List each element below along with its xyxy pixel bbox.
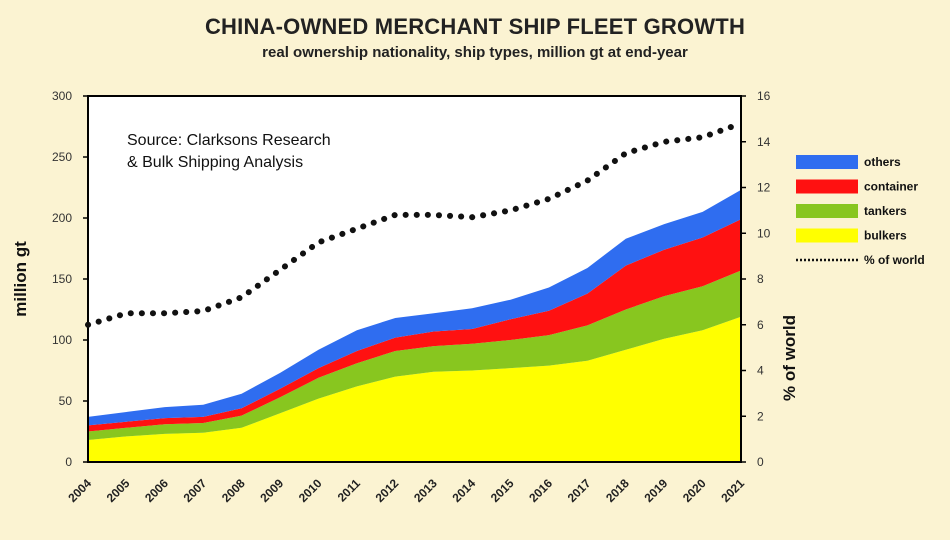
x-tick-label: 2015 — [488, 476, 517, 505]
legend-label: tankers — [864, 204, 907, 218]
legend-swatch-container — [796, 179, 858, 194]
y-tick-label: 0 — [65, 455, 72, 469]
y-tick-label: 150 — [52, 272, 72, 286]
y2-tick-label: 12 — [757, 181, 771, 195]
area-bulkers — [88, 316, 741, 462]
legend-label: container — [864, 180, 918, 194]
x-tick-label: 2012 — [373, 476, 402, 505]
x-tick-label: 2021 — [718, 476, 747, 505]
x-tick-label: 2017 — [565, 476, 594, 505]
source-annotation: & Bulk Shipping Analysis — [127, 154, 303, 171]
x-tick-label: 2016 — [526, 476, 555, 505]
x-tick-label: 2019 — [642, 476, 671, 505]
y-tick-label: 300 — [52, 89, 72, 103]
legend-label: bulkers — [864, 229, 907, 243]
y2-tick-label: 16 — [757, 89, 771, 103]
y2-tick-label: 0 — [757, 455, 764, 469]
y2-axis-label: % of world — [780, 315, 799, 401]
y2-tick-label: 14 — [757, 135, 771, 149]
x-tick-label: 2007 — [181, 476, 210, 505]
line-pct-of-world — [85, 120, 744, 328]
area-tankers — [88, 270, 741, 440]
x-tick-label: 2008 — [219, 476, 248, 505]
x-tick-label: 2010 — [296, 476, 325, 505]
y2-tick-label: 8 — [757, 272, 764, 286]
x-tick-label: 2018 — [603, 476, 632, 505]
y-tick-label: 100 — [52, 333, 72, 347]
x-tick-label: 2009 — [257, 476, 286, 505]
x-tick-label: 2013 — [411, 476, 440, 505]
legend-swatch-bulkers — [796, 228, 858, 243]
y2-tick-label: 2 — [757, 409, 764, 423]
x-tick-label: 2004 — [65, 476, 94, 505]
x-tick-label: 2020 — [680, 476, 709, 505]
y-tick-label: 200 — [52, 211, 72, 225]
legend-label: others — [864, 155, 901, 169]
legend-label: % of world — [864, 253, 925, 267]
x-tick-label: 2011 — [335, 476, 364, 505]
x-tick-label: 2006 — [142, 476, 171, 505]
legend-swatch-tankers — [796, 204, 858, 218]
chart-subtitle: real ownership nationality, ship types, … — [262, 44, 688, 61]
source-annotation: Source: Clarksons Research — [127, 132, 331, 149]
y-axis-label: million gt — [11, 241, 30, 317]
x-tick-label: 2005 — [104, 476, 133, 505]
y2-tick-label: 10 — [757, 226, 771, 240]
x-tick-label: 2014 — [449, 476, 478, 505]
y-tick-label: 50 — [59, 394, 73, 408]
y2-tick-label: 4 — [757, 364, 764, 378]
chart-title: CHINA-OWNED MERCHANT SHIP FLEET GROWTH — [204, 14, 746, 39]
legend-swatch-others — [796, 155, 858, 169]
y2-tick-label: 6 — [757, 318, 764, 332]
y-tick-label: 250 — [52, 150, 72, 164]
